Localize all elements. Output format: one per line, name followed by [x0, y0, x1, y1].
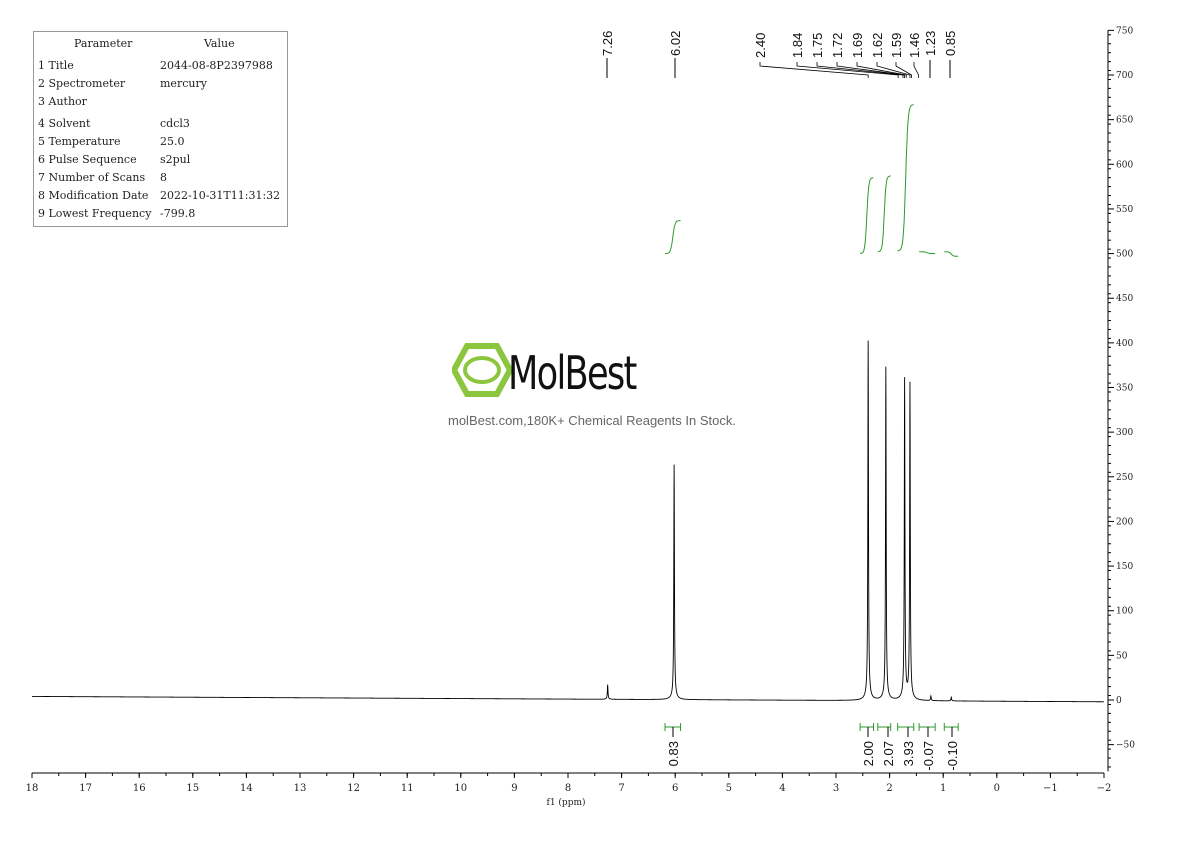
x-tick-label: 6: [672, 783, 678, 794]
parameter-value: 25.0: [160, 135, 185, 148]
benzene-logo-icon: [452, 343, 512, 397]
peak-label: 2.40: [753, 33, 768, 58]
x-tick-label: 10: [454, 783, 467, 794]
x-tick-label: 11: [401, 783, 414, 794]
spectrum-line: [32, 340, 1104, 703]
parameter-table: Parameter Value 1 Title 2044-08-8P2397988…: [33, 31, 288, 227]
x-tick-label: 7: [618, 783, 624, 794]
integral-curve: [860, 177, 874, 254]
x-tick-label: 15: [186, 783, 199, 794]
x-tick-label: 8: [565, 783, 571, 794]
peak-label: 1.59: [889, 33, 904, 58]
parameter-value: 2044-08-8P2397988: [160, 59, 273, 72]
parameter-label: 3 Author: [38, 95, 87, 108]
y-tick-label: 700: [1116, 71, 1133, 81]
x-tick-label: 2: [886, 783, 892, 794]
parameter-value: -799.8: [160, 207, 196, 220]
parameter-value: 2022-10-31T11:31:32: [160, 189, 281, 202]
parameter-label: 2 Spectrometer: [38, 77, 126, 90]
integral-value: 3.93: [901, 741, 916, 766]
y-tick-label: 100: [1116, 607, 1133, 617]
y-tick-label: 400: [1116, 339, 1133, 349]
parameter-label: 4 Solvent: [38, 117, 91, 130]
x-axis-label: f1 (ppm): [547, 797, 586, 808]
y-tick-label: 50: [1116, 651, 1128, 661]
peak-label: 1.23: [923, 31, 938, 56]
peak-label: 1.46: [907, 33, 922, 58]
y-tick-label: 250: [1116, 473, 1133, 483]
integral-value: 2.07: [881, 741, 896, 766]
x-tick-label: 16: [133, 783, 146, 794]
x-tick-label: 0: [994, 783, 1000, 794]
param-header-value: Value: [204, 37, 235, 50]
parameter-label: 8 Modification Date: [38, 189, 149, 202]
peak-label-line: [876, 62, 911, 78]
parameter-value: s2pul: [160, 153, 191, 166]
integral-curve: [897, 104, 914, 252]
parameter-label: 5 Temperature: [38, 135, 121, 148]
y-tick-label: 0: [1116, 696, 1122, 706]
x-tick-label: 4: [779, 783, 785, 794]
y-tick-label: 600: [1116, 160, 1133, 170]
parameter-value: 8: [160, 171, 167, 184]
y-tick-label: 200: [1116, 517, 1133, 527]
y-tick-label: 750: [1116, 26, 1133, 36]
x-tick-label: −2: [1097, 783, 1112, 794]
x-tick-label: 12: [347, 783, 360, 794]
x-tick-label: 14: [240, 783, 253, 794]
y-tick-label: −50: [1116, 741, 1135, 751]
watermark-tagline: molBest.com,180K+ Chemical Reagents In S…: [448, 413, 736, 428]
y-tick-label: 150: [1116, 562, 1133, 572]
y-tick-label: 450: [1116, 294, 1133, 304]
peak-label-line: [816, 62, 904, 78]
x-tick-label: −1: [1043, 783, 1058, 794]
integral-value: 0.83: [666, 741, 681, 766]
peak-label-line: [895, 62, 912, 78]
y-tick-label: 650: [1116, 116, 1133, 126]
watermark-name: MolBest: [508, 346, 637, 400]
peak-label-line: [856, 62, 907, 78]
x-tick-label: 13: [294, 783, 307, 794]
y-tick-label: 300: [1116, 428, 1133, 438]
param-header-parameter: Parameter: [74, 37, 133, 50]
y-tick-label: 550: [1116, 205, 1133, 215]
parameter-label: 7 Number of Scans: [38, 171, 146, 184]
x-tick-label: 17: [79, 783, 92, 794]
integral-curve: [919, 251, 936, 255]
integral-value: 2.00: [861, 741, 876, 766]
x-tick-label: 3: [833, 783, 839, 794]
parameter-value: mercury: [160, 77, 207, 90]
peak-label-line: [796, 62, 899, 78]
peak-label: 1.75: [810, 33, 825, 58]
integral-curve: [944, 251, 959, 257]
x-tick-label: 1: [940, 783, 946, 794]
peak-label: 7.26: [600, 31, 615, 56]
integral-curve: [665, 220, 681, 254]
parameter-label: 9 Lowest Frequency: [38, 207, 152, 220]
integral-curve: [877, 175, 891, 253]
parameter-label: 6 Pulse Sequence: [38, 153, 137, 166]
x-tick-label: 5: [726, 783, 732, 794]
peak-label-line: [836, 62, 906, 78]
parameter-value: cdcl3: [160, 117, 190, 130]
x-tick-label: 9: [511, 783, 517, 794]
integral-value: -0.10: [945, 741, 960, 771]
peak-label: 0.85: [943, 31, 958, 56]
peak-label: 1.72: [830, 33, 845, 58]
peak-label: 1.84: [790, 33, 805, 58]
peak-label-line: [913, 62, 919, 78]
peak-label: 1.62: [870, 33, 885, 58]
integral-value: -0.07: [921, 741, 936, 771]
parameter-label: 1 Title: [38, 59, 74, 72]
x-tick-label: 18: [26, 783, 39, 794]
y-tick-label: 350: [1116, 384, 1133, 394]
y-tick-label: 500: [1116, 250, 1133, 260]
peak-label: 1.69: [850, 33, 865, 58]
peak-label-line: [759, 62, 869, 78]
peak-label: 6.02: [668, 31, 683, 56]
